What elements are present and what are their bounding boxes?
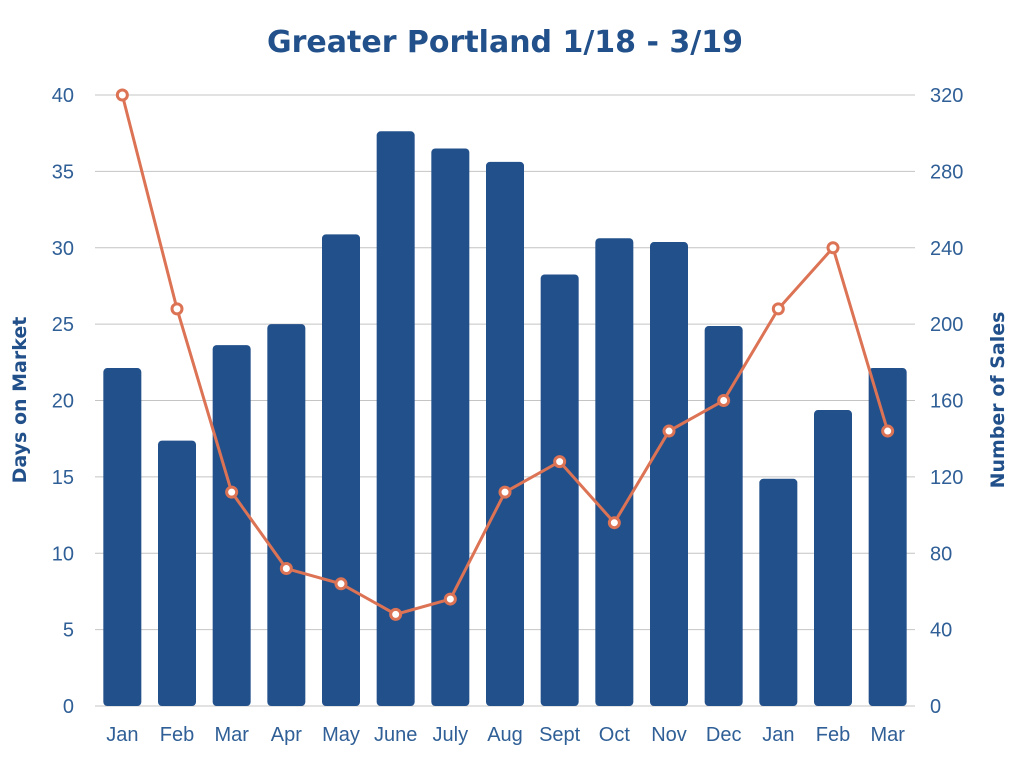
- right-tick-label: 240: [930, 238, 963, 260]
- x-tick-label: Sept: [539, 724, 581, 746]
- point-9: [607, 516, 621, 530]
- right-tick-label: 0: [930, 696, 941, 718]
- right-tick-label: 160: [930, 391, 963, 413]
- point-10: [662, 424, 676, 438]
- x-tick-label: Jan: [106, 724, 138, 746]
- x-tick-label: May: [322, 724, 360, 746]
- x-tick-label: Mar: [214, 724, 249, 746]
- x-tick-label: Nov: [651, 724, 687, 746]
- line-days-on-market: [115, 88, 895, 621]
- bar-mar-14: [868, 368, 907, 706]
- bar-mar-2: [212, 345, 251, 706]
- point-5: [389, 607, 403, 621]
- bar-jan-12: [759, 478, 798, 706]
- x-tick-label: Oct: [599, 724, 631, 746]
- left-tick-label: 40: [52, 85, 74, 107]
- right-tick-label: 200: [930, 314, 963, 336]
- point-0: [115, 88, 129, 102]
- bar-feb-1: [158, 440, 196, 706]
- left-tick-label: 15: [52, 467, 74, 489]
- right-tick-label: 40: [930, 620, 952, 642]
- bar-oct-9: [595, 238, 634, 706]
- left-tick-label: 0: [63, 696, 74, 718]
- right-tick-label: 80: [930, 543, 952, 565]
- right-axis-label: Number of Sales: [987, 312, 1009, 489]
- bar-dec-11: [704, 326, 743, 706]
- left-tick-label: 10: [52, 543, 74, 565]
- right-axis-ticks: 0 40 80 120 160 200 240 280 320: [930, 85, 963, 718]
- x-tick-label: June: [374, 724, 417, 746]
- x-tick-label: Dec: [706, 724, 742, 746]
- x-tick-label: July: [433, 724, 469, 746]
- left-tick-label: 5: [63, 620, 74, 642]
- x-tick-label: Apr: [271, 724, 302, 746]
- point-3: [279, 562, 293, 576]
- left-tick-label: 20: [52, 391, 74, 413]
- point-8: [553, 455, 567, 469]
- point-7: [498, 485, 512, 499]
- left-tick-label: 25: [52, 314, 74, 336]
- bar-feb-13: [814, 410, 852, 706]
- right-tick-label: 320: [930, 85, 963, 107]
- point-4: [334, 577, 348, 591]
- chart-title: Greater Portland 1/18 - 3/19: [267, 25, 743, 60]
- left-tick-label: 35: [52, 161, 74, 183]
- x-tick-label: Feb: [160, 724, 194, 746]
- point-12: [771, 302, 785, 316]
- right-tick-label: 280: [930, 161, 963, 183]
- x-tick-label: Jan: [762, 724, 794, 746]
- bars-number-of-sales: [103, 131, 907, 706]
- left-tick-label: 30: [52, 238, 74, 260]
- left-axis-ticks: 0 5 10 15 20 25 30 35 40: [52, 85, 74, 718]
- bar-nov-10: [650, 242, 688, 706]
- right-tick-label: 120: [930, 467, 963, 489]
- bar-jan-0: [103, 368, 142, 706]
- bar-sept-8: [540, 274, 579, 706]
- point-1: [170, 302, 184, 316]
- point-2: [225, 485, 239, 499]
- left-axis-label: Days on Market: [9, 317, 31, 484]
- bar-may-4: [322, 234, 360, 706]
- bar-aug-7: [486, 161, 524, 706]
- point-11: [717, 394, 731, 407]
- x-tick-label: Feb: [816, 724, 850, 746]
- bar-june-5: [376, 131, 415, 706]
- bar-apr-3: [267, 324, 306, 706]
- bar-july-6: [431, 148, 470, 706]
- x-axis-ticks: Jan Feb Mar Apr May June July Aug Sept Oct Nov Dec J…: [106, 724, 905, 746]
- point-13: [826, 241, 840, 255]
- x-tick-label: Mar: [870, 724, 905, 746]
- x-tick-label: Aug: [487, 724, 523, 746]
- point-6: [443, 592, 457, 606]
- point-14: [881, 424, 895, 438]
